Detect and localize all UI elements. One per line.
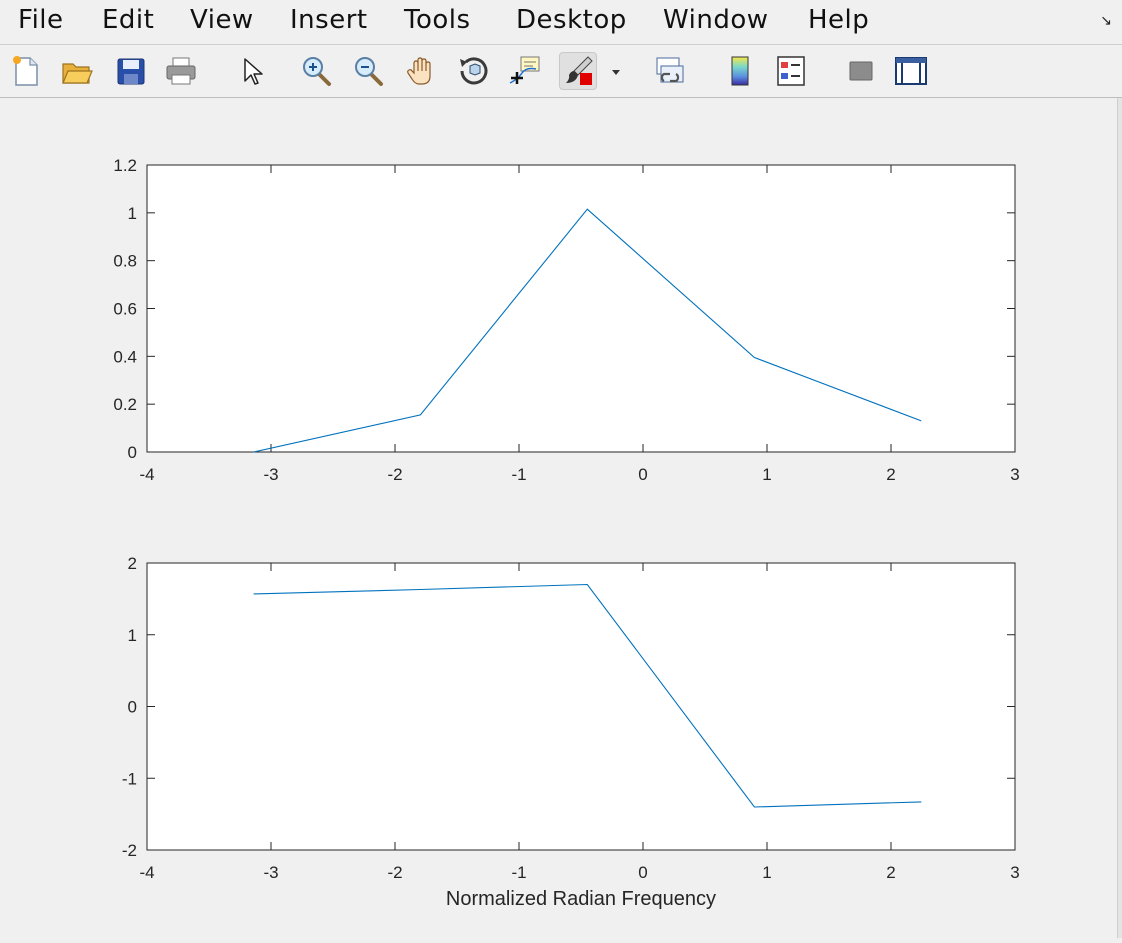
x-axis-label: Normalized Radian Frequency [446, 888, 716, 910]
y-tick-label: 0.8 [113, 252, 137, 271]
x-tick-label: 1 [762, 465, 771, 484]
x-tick-label: -4 [139, 863, 154, 882]
y-tick-label: 0 [128, 443, 137, 462]
print-icon[interactable] [163, 53, 199, 89]
x-tick-label: -3 [263, 465, 278, 484]
x-tick-label: 0 [638, 863, 647, 882]
x-tick-label: -1 [511, 863, 526, 882]
window-edge [1117, 98, 1122, 938]
dock-arrow-icon[interactable]: ↘ [1100, 12, 1112, 28]
menu-window[interactable]: Window [663, 5, 769, 35]
menu-edit[interactable]: Edit [102, 5, 155, 35]
data-cursor-icon[interactable] [507, 53, 543, 89]
edit-plot-pointer-icon[interactable] [234, 53, 270, 89]
axes-box [146, 164, 1016, 453]
legend-icon[interactable] [773, 53, 809, 89]
x-tick-label: -3 [263, 863, 278, 882]
y-tick-label: 1.2 [113, 156, 137, 175]
series-line [253, 208, 922, 453]
axes-box [146, 562, 1016, 851]
y-tick-label: 0.6 [113, 300, 137, 319]
menu-file[interactable]: File [18, 5, 64, 35]
menu-insert[interactable]: Insert [290, 5, 368, 35]
x-tick-label: 3 [1010, 465, 1019, 484]
figure-canvas: -4 -3 -2 -1 0 1 2 3 0 0.2 0.4 0.6 0.8 1 1.2 -4 -3 -2 -1 0 1… [0, 98, 1122, 938]
colorbar-icon[interactable] [722, 53, 758, 89]
menu-desktop[interactable]: Desktop [516, 5, 627, 35]
y-tick-label: 0.2 [113, 395, 137, 414]
axes-top[interactable]: -4 -3 -2 -1 0 1 2 3 0 0.2 0.4 0.6 0.8 1 1.2 [113, 156, 1019, 484]
open-file-icon[interactable] [59, 53, 95, 89]
x-tick-label: 3 [1010, 863, 1019, 882]
x-tick-label: -1 [511, 465, 526, 484]
show-plot-tools-icon[interactable] [893, 53, 929, 89]
zoom-out-icon[interactable] [350, 53, 386, 89]
x-tick-label: -2 [387, 465, 402, 484]
plot-canvas: -4 -3 -2 -1 0 1 2 3 0 0.2 0.4 0.6 0.8 1 1.2 -4 -3 -2 -1 0 1… [113, 156, 1020, 910]
brush-icon[interactable] [559, 52, 597, 90]
rotate-3d-icon[interactable] [456, 53, 492, 89]
menu-tools[interactable]: Tools [404, 5, 471, 35]
save-icon[interactable] [113, 53, 149, 89]
y-tick-label: -1 [122, 769, 137, 788]
pan-hand-icon[interactable] [404, 53, 440, 89]
x-tick-label: -4 [139, 465, 154, 484]
menu-bar: File Edit View Insert Tools Desktop Wind… [0, 0, 1122, 45]
y-tick-label: 0 [128, 698, 137, 717]
zoom-in-icon[interactable] [298, 53, 334, 89]
x-tick-label: 2 [886, 465, 895, 484]
x-tick-label: 2 [886, 863, 895, 882]
x-tick-label: 0 [638, 465, 647, 484]
brush-dropdown-icon[interactable] [606, 53, 626, 89]
y-tick-label: 0.4 [113, 347, 137, 366]
new-figure-icon[interactable] [8, 53, 44, 89]
y-tick-label: 1 [128, 204, 137, 223]
series-line [253, 583, 922, 808]
x-tick-label: 1 [762, 863, 771, 882]
figure-toolbar [0, 45, 1122, 98]
y-tick-label: -2 [122, 841, 137, 860]
menu-help[interactable]: Help [808, 5, 870, 35]
x-tick-label: -2 [387, 863, 402, 882]
link-plot-icon[interactable] [652, 53, 688, 89]
y-tick-label: 1 [128, 626, 137, 645]
axes-bottom[interactable]: -4 -3 -2 -1 0 1 2 3 -2 -1 0 1 2 Normalized Radian Fre… [122, 554, 1020, 910]
y-tick-label: 2 [128, 554, 137, 573]
menu-view[interactable]: View [190, 5, 254, 35]
hide-plot-tools-icon[interactable] [843, 53, 879, 89]
